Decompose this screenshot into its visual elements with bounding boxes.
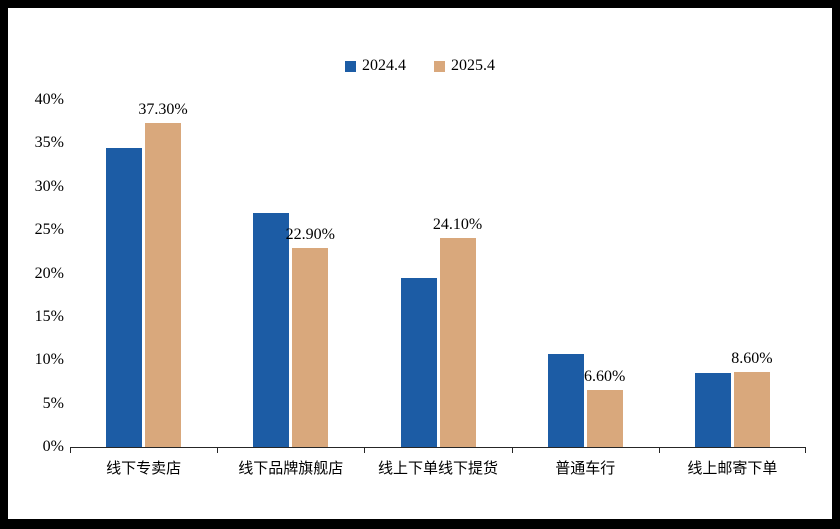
bar-group: 24.10% [364, 100, 511, 447]
x-axis-label: 线下专卖店 [106, 461, 182, 477]
plot-area: 37.30% 22.90% 24.10% 6.60% 8.60% [70, 100, 806, 447]
x-axis-tick [805, 448, 806, 453]
bar-2025.4 [586, 389, 623, 447]
bar-group: 6.60% [512, 100, 659, 447]
bar-slot [253, 100, 290, 447]
x-axis-tick [70, 448, 71, 453]
y-axis-tick-label: 20% [34, 264, 64, 282]
y-axis-tick-label: 30% [34, 177, 64, 195]
y-axis-tick-label: 0% [42, 438, 64, 455]
bar-slot: 8.60% [731, 100, 773, 447]
legend-swatch-icon [434, 60, 445, 72]
y-axis-tick-label: 40% [34, 91, 64, 108]
bar-2025.4 [733, 372, 770, 447]
x-axis-label: 线上邮寄下单 [687, 461, 778, 477]
x-axis-label: 线上下单线下提货 [378, 461, 499, 477]
y-axis-tick-label: 15% [34, 307, 64, 325]
y-axis-tick-label: 25% [34, 221, 64, 239]
x-axis-label: 线下品牌旗舰店 [238, 461, 344, 477]
legend-item: 2024.4 [345, 57, 406, 75]
bar-slot [106, 100, 143, 447]
bar-data-label: 8.60% [731, 350, 773, 368]
bar-2025.4 [145, 123, 182, 447]
bar-slot [547, 100, 584, 447]
chart-area: 2024.4 2025.4 0% 5% 10% 15% 20% 25% 30% 35% 40% 3… [8, 8, 832, 519]
bar-slot: 6.60% [584, 100, 626, 447]
bar-data-label: 22.90% [285, 226, 335, 244]
legend-label: 2024.4 [362, 57, 406, 74]
bar-2025.4 [292, 248, 329, 447]
bar-slot: 24.10% [433, 100, 482, 447]
legend-swatch-icon [345, 60, 356, 72]
bar-2024.4 [253, 212, 290, 447]
bar-data-label: 6.60% [584, 367, 626, 385]
bar-2025.4 [439, 237, 476, 447]
x-axis-tick [658, 448, 660, 453]
bar-group: 8.60% [659, 100, 806, 447]
bar-group: 22.90% [217, 100, 364, 447]
y-axis: 0% 5% 10% 15% 20% 25% 30% 35% 40% [8, 92, 64, 455]
chart-legend: 2024.4 2025.4 [8, 57, 832, 75]
bar-slot: 37.30% [138, 100, 188, 447]
x-axis: 线下专卖店 线下品牌旗舰店 线上下单线下提货 普通车行 线上邮寄下单 [70, 447, 806, 478]
x-axis-tick [511, 448, 513, 453]
bar-2024.4 [400, 277, 437, 447]
y-axis-tick-label: 35% [34, 134, 64, 152]
bar-2024.4 [694, 373, 731, 447]
bar-slot: 22.90% [286, 100, 335, 447]
legend-label: 2025.4 [451, 57, 495, 74]
legend-item: 2025.4 [434, 57, 495, 75]
y-axis-tick-label: 5% [42, 394, 64, 412]
bar-slot [400, 100, 437, 447]
bar-group: 37.30% [70, 100, 217, 447]
x-axis-tick [217, 448, 219, 453]
bar-data-label: 24.10% [432, 215, 483, 233]
bar-slot [694, 100, 731, 447]
bar-2024.4 [106, 147, 143, 447]
bar-data-label: 37.30% [138, 101, 188, 119]
x-axis-label: 普通车行 [555, 461, 616, 477]
y-axis-tick-label: 10% [34, 351, 64, 369]
bar-2024.4 [547, 354, 584, 447]
x-axis-tick [364, 448, 366, 453]
